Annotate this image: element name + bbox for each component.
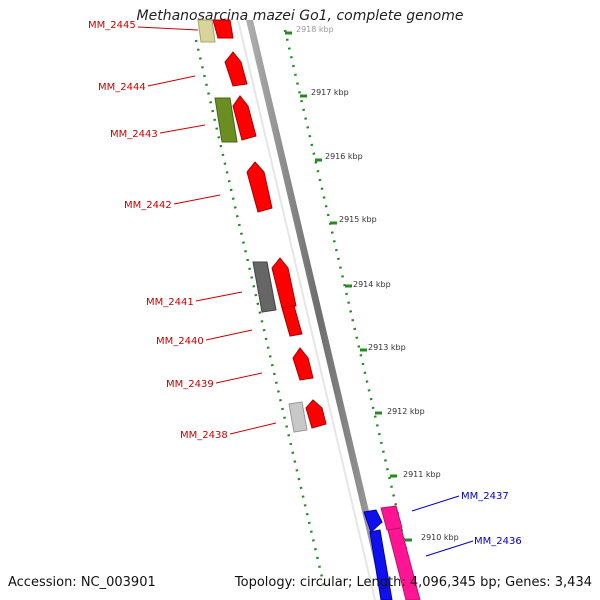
scale-label-2910: 2910 kbp (421, 533, 459, 542)
gene-label-mm-2441[interactable]: MM_2441 (146, 297, 194, 308)
gene-label-mm-2437[interactable]: MM_2437 (461, 491, 509, 502)
cds-mm-2441 (271, 257, 297, 309)
scale-label-2916: 2916 kbp (325, 152, 363, 161)
cds-mm-2438 (305, 399, 327, 429)
gene-label-mm-2440[interactable]: MM_2440 (156, 336, 204, 347)
cds-mm-2436 (387, 527, 421, 600)
red-leader-lines (137, 26, 277, 435)
gene-label-mm-2438[interactable]: MM_2438 (180, 430, 228, 441)
accession-text: Accession: NC_003901 (8, 575, 156, 590)
blue-leader-lines (411, 495, 474, 557)
outer-tick-track (283, 29, 420, 600)
cds-mm-2445-khaki (197, 19, 216, 43)
cds-mm-2443 (232, 95, 257, 141)
gene-label-mm-2439[interactable]: MM_2439 (166, 379, 214, 390)
cds-mm-2444 (224, 51, 248, 87)
cds-mm-2440 (281, 305, 303, 337)
gene-features (197, 19, 421, 600)
genome-backbone (246, 20, 390, 600)
backbone-line (237, 19, 376, 600)
scale-label-2911: 2911 kbp (403, 470, 441, 479)
genome-summary-text: Topology: circular; Length: 4,096,345 bp… (234, 575, 592, 590)
cds-mm-2443-olive (214, 97, 238, 143)
cds-mm-2436-blue (369, 529, 393, 600)
cds-mm-2437 (380, 505, 403, 531)
scale-label-2918: 2918 kbp (296, 25, 334, 34)
gene-label-mm-2443[interactable]: MM_2443 (110, 129, 158, 140)
gene-label-mm-2436[interactable]: MM_2436 (474, 536, 522, 547)
scale-label-2913: 2913 kbp (368, 343, 406, 352)
inner-tick-track (194, 39, 327, 591)
cds-mm-2445 (212, 19, 234, 39)
scale-label-2917: 2917 kbp (311, 88, 349, 97)
gene-label-mm-2445[interactable]: MM_2445 (88, 20, 136, 31)
scale-label-2914: 2914 kbp (353, 280, 391, 289)
cds-mm-2437-blue (363, 509, 383, 533)
gene-label-mm-2442[interactable]: MM_2442 (124, 200, 172, 211)
cds-mm-2442 (246, 161, 273, 213)
scale-label-2915: 2915 kbp (339, 215, 377, 224)
scale-labels: 2918 kbp 2917 kbp 2916 kbp 2915 kbp 2914… (296, 25, 459, 542)
cds-mm-2439 (292, 347, 314, 381)
scale-label-2912: 2912 kbp (387, 407, 425, 416)
gene-labels: MM_2445 MM_2444 MM_2443 MM_2442 MM_2441 … (88, 20, 522, 547)
cds-mm-2441-gray (252, 261, 277, 313)
cds-mm-2438-gray (288, 401, 308, 433)
gene-label-mm-2444[interactable]: MM_2444 (98, 82, 146, 93)
major-ticks (285, 31, 412, 542)
